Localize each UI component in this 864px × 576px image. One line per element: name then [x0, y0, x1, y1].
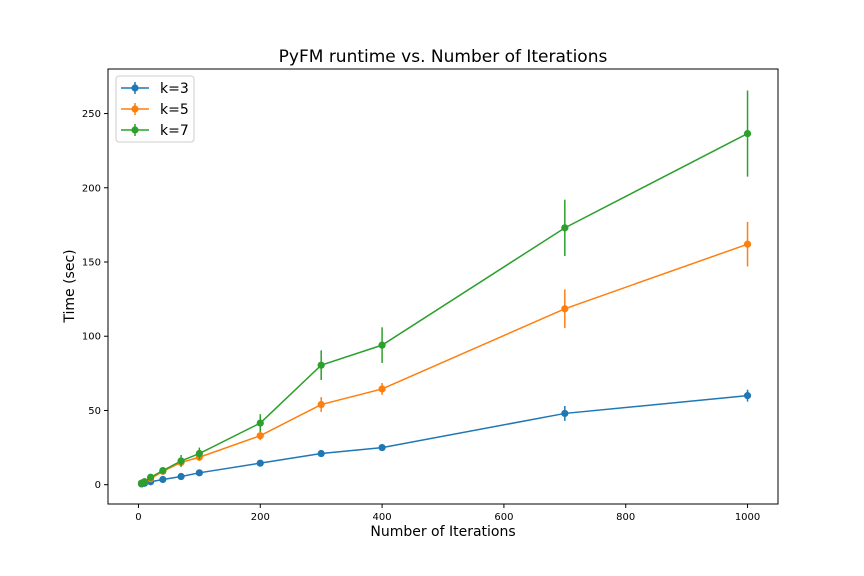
x-axis-ticks: 0 200 400 600 800 1000: [135, 504, 760, 523]
plot-frame: [107, 68, 779, 505]
legend-item-k=7: k=7: [121, 123, 189, 139]
legend-marker: [131, 84, 139, 92]
legend-label: k=7: [160, 123, 189, 139]
y-axis-title: Time (sec): [62, 249, 78, 323]
data-point: [317, 400, 325, 409]
data-point: [177, 472, 185, 481]
chart-title: PyFM runtime vs. Number of Iterations: [279, 47, 608, 67]
data-point: [256, 419, 264, 427]
y-tick-label: 100: [82, 332, 101, 343]
data-point: [317, 449, 325, 458]
data-point: [317, 361, 325, 369]
x-tick-label: 800: [616, 512, 635, 523]
legend-item-k=5: k=5: [121, 102, 189, 118]
data-point: [378, 443, 386, 452]
series-k=7: [137, 90, 752, 487]
data-point: [256, 432, 264, 440]
data-point: [378, 341, 386, 349]
x-tick-label: 200: [251, 512, 270, 523]
data-point: [159, 475, 167, 484]
legend-marker: [131, 105, 139, 113]
y-tick-label: 250: [82, 109, 101, 120]
data-point: [256, 459, 264, 467]
y-tick-label: 150: [82, 258, 101, 269]
legend-label: k=3: [160, 81, 189, 97]
data-point: [378, 385, 386, 393]
legend-item-k=3: k=3: [121, 81, 189, 97]
data-point: [561, 409, 569, 418]
data-point: [561, 224, 569, 232]
legend-marker: [131, 126, 139, 134]
plot-marks: [137, 90, 752, 488]
y-tick-label: 50: [88, 406, 101, 417]
legend: k=3 k=5 k=7: [115, 75, 195, 143]
data-point: [743, 129, 752, 138]
x-tick-label: 400: [373, 512, 392, 523]
data-point: [743, 392, 752, 400]
data-point: [159, 466, 167, 475]
y-axis-ticks: 0 50 100 150 200 250: [82, 109, 108, 491]
data-point: [195, 449, 203, 458]
x-tick-label: 1000: [735, 512, 760, 523]
x-tick-label: 600: [494, 512, 513, 523]
data-point: [195, 469, 203, 477]
data-point: [177, 457, 185, 465]
x-axis-title: Number of Iterations: [370, 524, 515, 540]
x-tick-label: 0: [135, 512, 141, 523]
legend-label: k=5: [160, 102, 189, 118]
y-tick-label: 0: [95, 480, 101, 491]
data-point: [561, 305, 569, 313]
data-point: [743, 240, 752, 248]
y-tick-label: 200: [82, 183, 101, 194]
data-point: [147, 473, 155, 481]
data-point: [140, 478, 149, 486]
